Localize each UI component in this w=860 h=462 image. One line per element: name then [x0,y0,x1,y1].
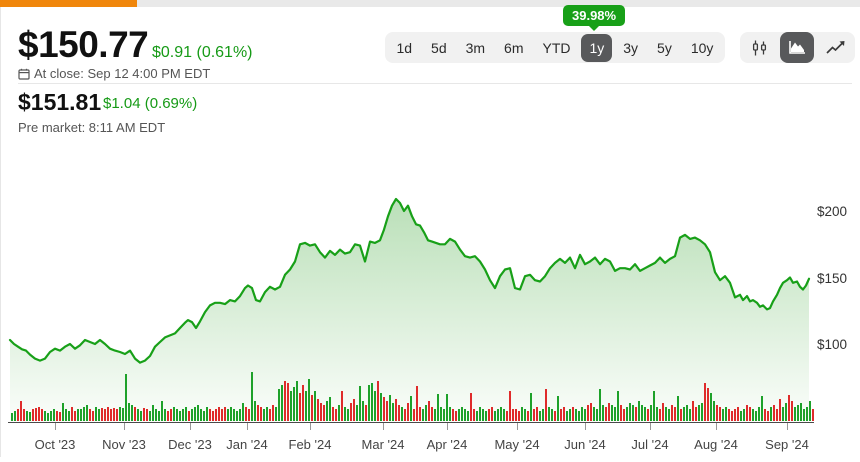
y-axis-label: $200 [817,204,847,219]
x-axis-label: Feb '24 [289,437,332,452]
premarket-price: $151.81 [18,89,102,115]
premarket-price-change: $1.04 (0.69%) [103,95,198,112]
x-axis-label: Apr '24 [427,437,468,452]
range-button-5d[interactable]: 5d [431,39,447,56]
range-button-10y[interactable]: 10y [690,39,714,56]
range-button-3y[interactable]: 3y [623,39,639,56]
x-axis-label: Sep '24 [765,437,809,452]
range-selector: 1d 5d 3m 6m YTD 1y 3y 5y 10y [385,32,725,63]
calendar-icon [18,68,30,80]
at-close-row: At close: Sep 12 4:00 PM EDT [18,66,210,81]
x-axis-label: Oct '23 [35,437,76,452]
current-price-change: $0.91 (0.61%) [152,44,253,61]
x-axis-label: Nov '23 [102,437,146,452]
quote-divider [18,83,852,84]
line-chart-button[interactable] [819,32,853,63]
area-chart-button[interactable] [780,32,815,63]
y-axis-label: $150 [817,271,847,286]
change-percent-badge: 39.98% [563,5,626,31]
range-button-6m[interactable]: 6m [504,39,524,56]
x-axis-label: May '24 [494,437,539,452]
price-area-fill [10,199,809,422]
range-button-1d[interactable]: 1d [396,39,413,56]
x-axis-label: Mar '24 [362,437,405,452]
price-line [8,197,811,364]
range-button-5y[interactable]: 5y [657,39,672,56]
top-strip [0,0,860,7]
premarket-row: Pre market: 8:11 AM EDT [18,120,166,135]
top-strip-orange-segment [0,0,137,7]
y-axis-label: $100 [817,337,847,352]
page-left-border [0,7,1,457]
x-axis-label: Jun '24 [564,437,606,452]
line-chart-icon [826,41,845,54]
area-chart-icon [789,41,806,54]
candlestick-chart-button[interactable] [742,32,776,63]
current-price: $150.77 [18,24,149,65]
range-button-1y[interactable]: 1y [581,33,613,62]
x-axis-label: Jul '24 [631,437,668,452]
x-axis-label: Dec '23 [168,437,212,452]
chart-type-selector [740,32,855,63]
at-close-text: At close: Sep 12 4:00 PM EDT [34,66,211,81]
range-button-ytd[interactable]: YTD [542,39,571,56]
volume-bars [11,372,814,421]
range-button-3m[interactable]: 3m [465,39,486,56]
x-axis-label: Jan '24 [226,437,268,452]
x-axis-label: Aug '24 [694,437,738,452]
candlestick-icon [752,40,766,55]
